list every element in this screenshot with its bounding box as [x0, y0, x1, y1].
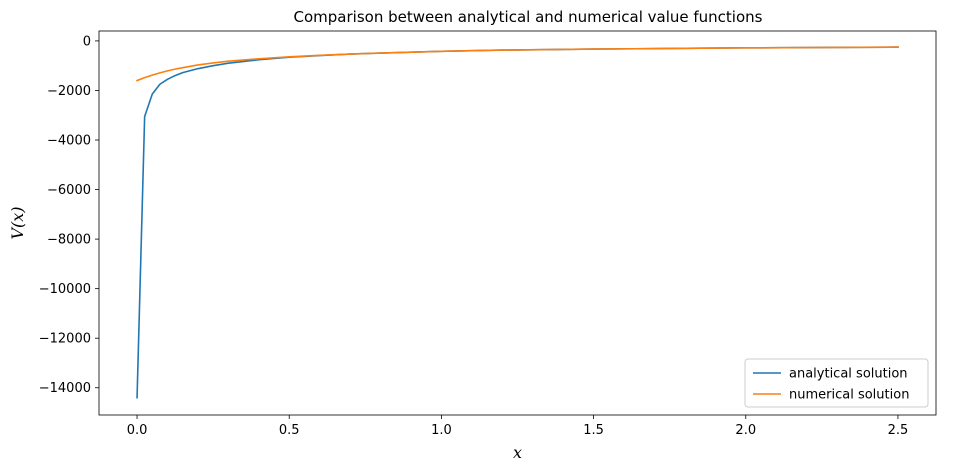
y-tick-label: −12000 — [39, 332, 91, 347]
x-tick-label: 0.5 — [279, 423, 300, 438]
legend-box — [744, 358, 929, 408]
x-axis-ticks: 0.0 0.5 1.0 1.5 2.0 2.5 — [127, 415, 909, 438]
x-tick-label: 2.5 — [888, 423, 909, 438]
y-tick-label: 0 — [83, 34, 91, 49]
x-tick-label: 1.0 — [431, 423, 452, 438]
y-tick-label: −14000 — [39, 381, 91, 396]
x-tick-label: 2.0 — [735, 423, 756, 438]
y-tick-label: −10000 — [39, 282, 91, 297]
series-line-0 — [136, 46, 899, 399]
x-axis-label: x — [513, 443, 522, 462]
x-tick-label: 1.5 — [583, 423, 604, 438]
y-tick-label: −6000 — [47, 183, 91, 198]
x-tick-label: 0.0 — [127, 423, 148, 438]
y-axis-label: V(x) — [8, 206, 27, 239]
legend-label-0: analytical solution — [789, 367, 908, 382]
legend-label-1: numerical solution — [789, 388, 909, 403]
legend: analytical solution numerical solution — [744, 358, 929, 408]
plot-frame — [98, 30, 937, 416]
y-tick-label: −2000 — [47, 84, 91, 99]
y-tick-label: −4000 — [47, 134, 91, 149]
y-tick-label: −8000 — [47, 233, 91, 248]
chart-title: Comparison between analytical and numeri… — [294, 8, 763, 26]
plot-area — [136, 46, 899, 399]
y-axis-ticks: 0 −2000 −4000 −6000 −8000 −10000 −12000 −14000 — [39, 34, 99, 396]
series-line-1 — [136, 46, 899, 82]
